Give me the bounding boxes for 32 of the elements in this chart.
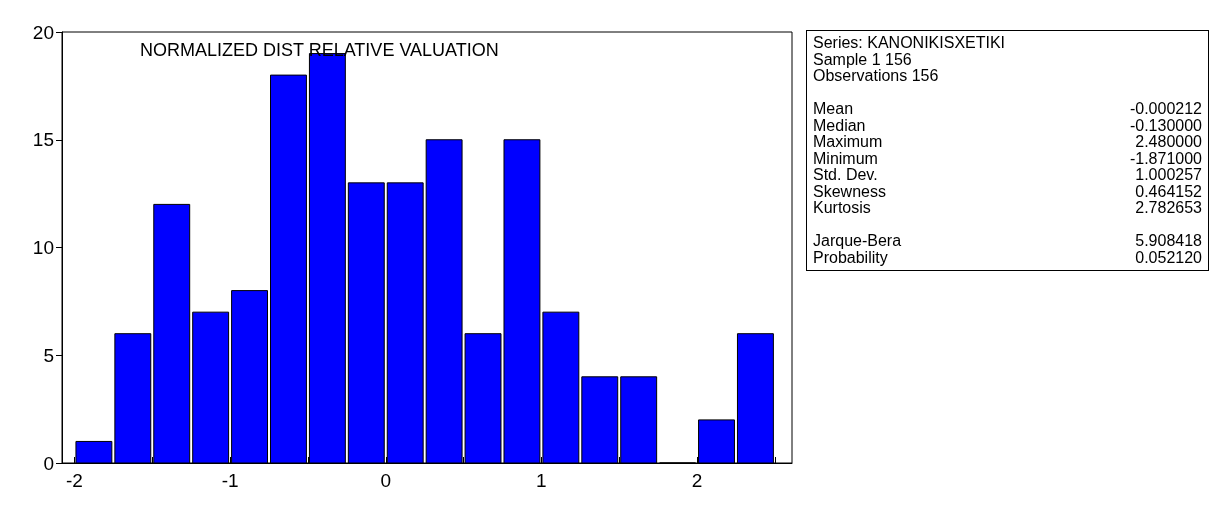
text: 2.782653	[1135, 199, 1202, 217]
text: Jarque-Bera	[813, 232, 902, 250]
text: Minimum	[813, 149, 878, 167]
x-tick-label: 0	[380, 470, 392, 491]
text: Series: KANONIKISXETIKI	[813, 34, 1007, 52]
text: -0.000212	[1129, 100, 1202, 118]
y-tick-label: 15	[32, 129, 54, 151]
y-tick-label: 10	[32, 237, 54, 258]
text: 0.464152	[1135, 182, 1202, 200]
text: Std. Dev.	[813, 166, 878, 184]
text: Mean	[813, 100, 854, 118]
x-tick-label: -1	[221, 470, 239, 491]
text: 1.000257	[1135, 166, 1202, 184]
text: 0.052120	[1135, 248, 1202, 266]
y-tick-label: 20	[32, 21, 54, 43]
text: Probability	[813, 248, 888, 266]
text: Maximum	[813, 133, 883, 151]
text: -0.130000	[1129, 116, 1202, 134]
y-tick-label: 5	[43, 344, 54, 366]
x-tick-label: 2	[691, 470, 703, 491]
text: Kurtosis	[813, 199, 871, 217]
x-tick-label: -2	[66, 470, 83, 491]
y-tick-label: 0	[43, 452, 54, 474]
text: -1.871000	[1129, 149, 1202, 167]
text: Observations 156	[813, 67, 940, 85]
text: Sample 1 156	[813, 50, 913, 68]
text: Median	[813, 116, 866, 134]
text: 5.908418	[1135, 232, 1202, 250]
text: Skewness	[813, 182, 886, 200]
chart-title: NORMALIZED DIST RELATIVE VALUATION	[140, 40, 499, 60]
x-tick-label: 1	[536, 470, 547, 491]
text: 2.480000	[1135, 133, 1202, 151]
